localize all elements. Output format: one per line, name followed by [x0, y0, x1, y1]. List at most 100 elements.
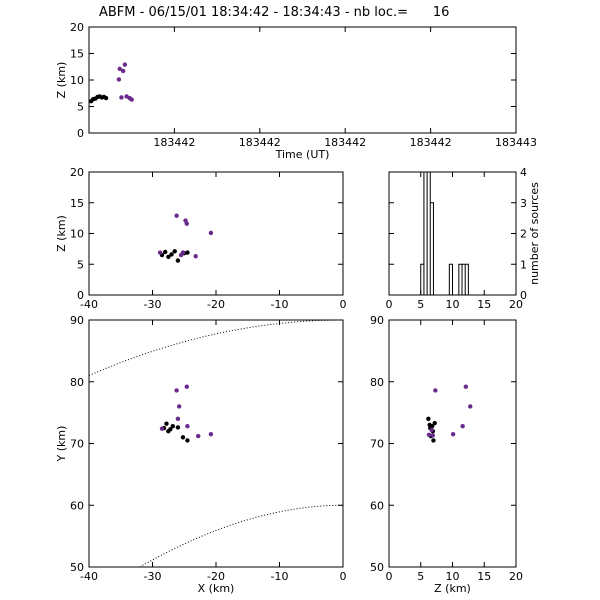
x-axis-label: Time (UT) [275, 148, 330, 161]
y-tick-label: 50 [370, 561, 384, 574]
data-point [174, 213, 179, 218]
data-point [175, 425, 181, 430]
data-point [117, 66, 122, 72]
data-point [164, 421, 169, 426]
data-point [196, 433, 201, 439]
data-point [163, 249, 168, 255]
data-point [431, 438, 436, 443]
data-point [119, 95, 124, 100]
x-tick-label: 10 [446, 298, 460, 311]
histogram-bar [462, 264, 465, 295]
x-tick-label: -10 [271, 570, 289, 583]
y-tick-label: 10 [70, 74, 84, 87]
data-point [185, 438, 190, 443]
plot-frame [88, 26, 517, 134]
panel-plan_view: -40 -30 -20 -10 0 50 60 70 80 90 X (km) Y (km) [55, 314, 347, 595]
y-tick-label: 3 [520, 197, 527, 210]
data-point [427, 422, 432, 428]
y-tick-label: 15 [70, 48, 84, 61]
x-tick-label: -20 [207, 570, 225, 583]
x-tick-label: -20 [207, 298, 225, 311]
y-tick-label: 10 [70, 228, 84, 241]
x-tick-label: 20 [509, 570, 523, 583]
y-tick-label: 20 [70, 21, 84, 34]
x-tick-label: 5 [417, 298, 424, 311]
data-point [159, 426, 165, 431]
data-point [193, 254, 198, 259]
y-tick-label: 60 [370, 499, 384, 512]
y-tick-label: 20 [70, 166, 84, 179]
plot-frame [88, 319, 344, 568]
x-tick-label: 183443 [495, 136, 537, 149]
y-tick-label: 0 [77, 127, 84, 140]
x-tick-label: 15 [477, 298, 491, 311]
y-axis-label: Y (km) [55, 426, 68, 463]
x-tick-label: 183442 [324, 136, 366, 149]
data-point [116, 77, 122, 82]
y-tick-label: 70 [370, 438, 384, 451]
data-point [176, 404, 182, 409]
x-tick-label: 15 [477, 570, 491, 583]
x-axis-label: Z (km) [434, 582, 471, 595]
data-point [185, 424, 190, 429]
histogram-bar [459, 264, 462, 295]
data-point [463, 384, 469, 389]
data-point [426, 416, 431, 421]
x-tick-label: 183442 [153, 136, 195, 149]
y-tick-label: 90 [370, 314, 384, 327]
y-tick-label: 60 [70, 499, 84, 512]
y-tick-label: 1 [520, 258, 527, 271]
x-axis-label: X (km) [198, 582, 235, 595]
y-tick-label: 4 [520, 166, 527, 179]
y-axis-label: Z (km) [55, 215, 68, 252]
y-tick-label: 70 [70, 438, 84, 451]
data-point [103, 95, 109, 101]
y-tick-label: 2 [520, 228, 527, 241]
y-axis-label: number of sources [528, 182, 541, 285]
y-tick-label: 15 [70, 197, 84, 210]
data-point [185, 250, 190, 255]
data-point [184, 221, 189, 226]
figure-title: ABFM - 06/15/01 18:34:42 - 18:34:43 - nb… [99, 5, 449, 20]
range-ring-inner [139, 504, 343, 567]
y-tick-label: 50 [70, 561, 84, 574]
data-point [460, 424, 465, 429]
x-tick-label: 5 [417, 570, 424, 583]
data-point [169, 252, 174, 257]
panel-time_height: 183442 183442 183442 183442 183443 0 5 10 15 20 Ti… [55, 21, 537, 161]
x-tick-label: 0 [340, 570, 347, 583]
x-tick-label: 183442 [239, 136, 281, 149]
y-tick-label: 0 [77, 289, 84, 302]
histogram-bar [430, 203, 433, 295]
data-point [175, 258, 181, 263]
y-tick-label: 80 [370, 376, 384, 389]
histogram-bar [465, 264, 468, 295]
y-tick-label: 80 [70, 376, 84, 389]
x-tick-label: 0 [386, 570, 393, 583]
x-tick-label: -40 [80, 298, 98, 311]
data-point [129, 97, 134, 102]
x-tick-label: -10 [271, 298, 289, 311]
data-point [468, 404, 473, 409]
data-point [184, 384, 189, 389]
data-point [429, 427, 434, 433]
data-point [174, 388, 179, 393]
y-tick-label: 5 [77, 101, 84, 114]
panel-x_height: -40 -30 -20 -10 0 0 5 10 15 20 Z (km) [55, 166, 347, 311]
data-point [168, 427, 173, 432]
data-point [122, 62, 128, 67]
data-point [175, 416, 181, 421]
histogram-bar [424, 172, 427, 295]
panel-height_y: 0 5 10 15 20 50 60 70 80 90 Z (km) [370, 314, 523, 595]
data-point [172, 249, 177, 254]
data-point [430, 433, 436, 438]
y-tick-label: 5 [77, 258, 84, 271]
data-point [180, 435, 186, 440]
data-point [208, 230, 214, 236]
x-tick-label: -30 [144, 570, 162, 583]
plot-frame [88, 171, 344, 296]
range-ring-outer [89, 320, 343, 377]
data-point [157, 250, 163, 255]
